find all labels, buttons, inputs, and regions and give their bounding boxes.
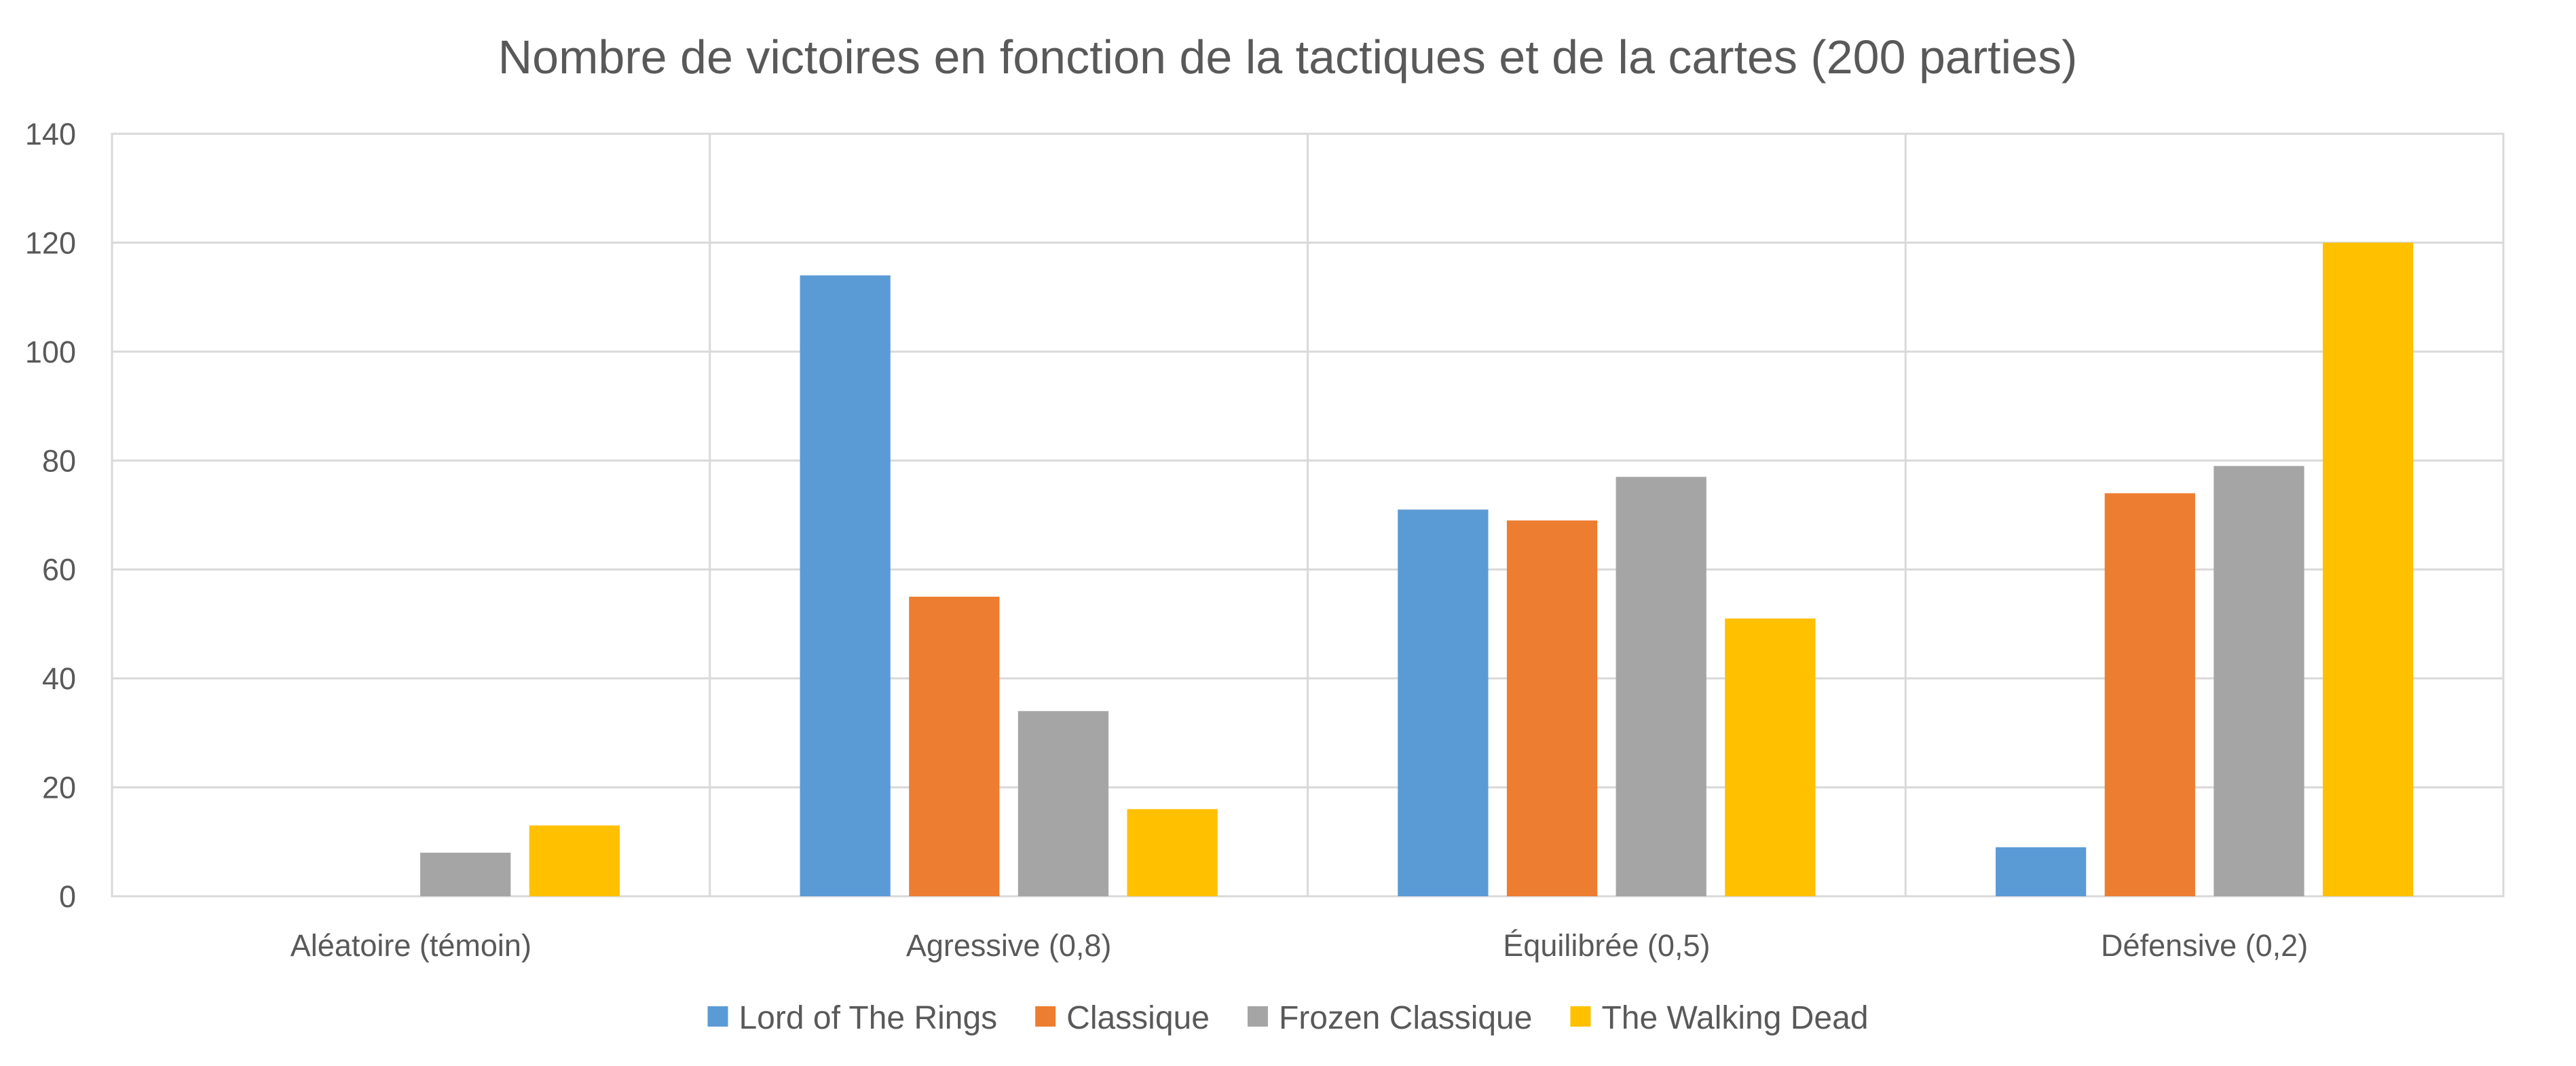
x-tick-label: Défensive (0,2) (2101, 928, 2308, 963)
bar (1725, 618, 1816, 896)
y-tick-label: 40 (42, 661, 76, 696)
bar (2104, 493, 2195, 896)
y-tick-label: 140 (25, 117, 76, 151)
bar (2214, 466, 2304, 896)
bar (1127, 809, 1218, 896)
x-tick-label: Aléatoire (témoin) (291, 928, 531, 963)
legend-label: Lord of The Rings (739, 1000, 997, 1036)
legend-swatch (1035, 1006, 1056, 1027)
y-tick-label: 60 (42, 553, 76, 587)
bar (909, 596, 1000, 896)
legend-swatch (1570, 1006, 1591, 1027)
bar (1506, 520, 1598, 896)
legend-label: Classique (1066, 1000, 1210, 1036)
y-tick-label: 0 (59, 879, 76, 914)
chart-title: Nombre de victoires en fonction de la ta… (498, 31, 2078, 84)
y-tick-label: 20 (42, 771, 76, 805)
bar (1018, 711, 1109, 896)
legend-label: Frozen Classique (1279, 1000, 1533, 1036)
legend: Lord of The Rings Classique Frozen Classiq… (707, 1000, 1869, 1036)
legend-swatch (1247, 1006, 1268, 1027)
x-tick-label: Équilibrée (0,5) (1503, 928, 1710, 963)
y-tick-label: 100 (25, 335, 76, 369)
bar (800, 275, 891, 896)
y-axis-ticks: 0 20 40 60 80 100 120 140 (25, 117, 76, 914)
bar (1616, 477, 1706, 896)
bar (1398, 509, 1489, 896)
legend-label: The Walking Dead (1601, 1000, 1868, 1036)
bar (420, 852, 511, 896)
y-tick-label: 120 (25, 225, 76, 260)
x-tick-label: Agressive (0,8) (906, 928, 1112, 963)
bar (529, 825, 620, 896)
gridlines (111, 132, 2505, 898)
legend-swatch (707, 1006, 728, 1027)
bar (1996, 847, 2087, 896)
bars (420, 242, 2414, 896)
x-axis-ticks: Aléatoire (témoin) Agressive (0,8) Équilib… (291, 928, 2308, 963)
bar (2322, 242, 2414, 896)
y-tick-label: 80 (42, 443, 76, 478)
